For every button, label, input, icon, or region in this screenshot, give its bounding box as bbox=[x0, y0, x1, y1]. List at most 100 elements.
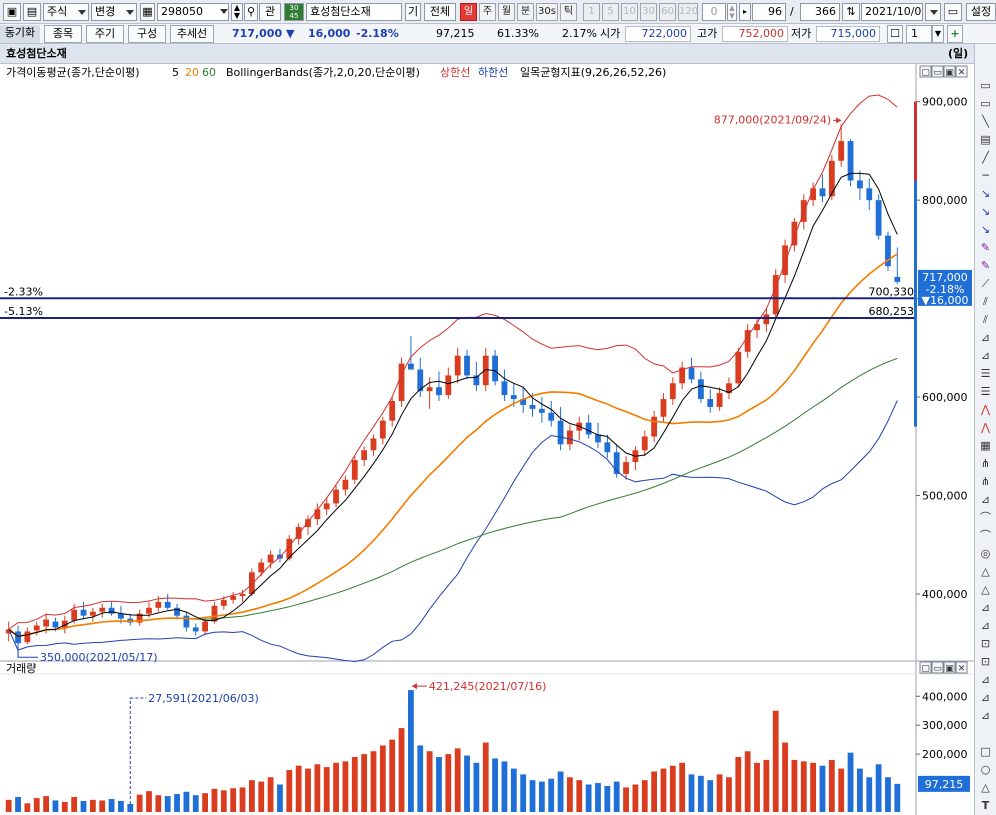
min-1-button[interactable]: 1 bbox=[583, 3, 600, 21]
text-tool-icon[interactable]: T bbox=[981, 799, 990, 812]
path-tool-icon[interactable]: ⊿ bbox=[980, 601, 991, 614]
num-dropdown-icon[interactable]: ▼ bbox=[932, 25, 944, 43]
chart-area[interactable]: 400,000500,000600,000700,000800,000900,0… bbox=[0, 64, 974, 815]
ruler-tool-icon[interactable]: ⟋ bbox=[981, 277, 990, 290]
grid-icon[interactable]: ▦ bbox=[140, 3, 155, 21]
fork-tool-icon[interactable]: ⋔ bbox=[980, 457, 991, 470]
item-button[interactable]: 종목 bbox=[44, 25, 82, 43]
arrow-tool-icon[interactable]: ↘ bbox=[980, 187, 991, 200]
tag-button[interactable]: 관 bbox=[259, 3, 281, 21]
zero-input[interactable]: 0 bbox=[702, 3, 726, 21]
price-badge-value: 717,000 bbox=[922, 271, 968, 284]
level-tool-icon[interactable]: ☰ bbox=[980, 385, 991, 398]
arc-tool-icon[interactable]: ⌒ bbox=[980, 511, 991, 524]
wave-tool-icon[interactable]: ⋀ bbox=[980, 421, 991, 434]
all-button[interactable]: 전체 bbox=[424, 3, 456, 21]
num-select[interactable]: 1 bbox=[906, 25, 932, 43]
rectangle-tool-icon[interactable]: □ bbox=[980, 745, 991, 758]
stock-code-input[interactable]: 298050 bbox=[157, 3, 229, 21]
crosshair-tool-icon[interactable]: ▭ bbox=[980, 97, 991, 110]
window-control-button[interactable] bbox=[931, 661, 944, 674]
add-indicator-icon[interactable]: + bbox=[947, 25, 963, 43]
fork2-tool-icon[interactable]: ⋔ bbox=[980, 475, 991, 488]
parallel-tool-icon[interactable]: ⫽ bbox=[983, 313, 988, 326]
settings-button[interactable]: 설정 bbox=[966, 3, 996, 21]
layout-icon[interactable]: ▣ bbox=[3, 3, 21, 21]
triangle2-tool-icon[interactable]: △ bbox=[981, 583, 990, 596]
total-input[interactable]: 366 bbox=[800, 3, 840, 21]
volume-ratio: 61.33% bbox=[497, 27, 539, 40]
fan3-tool-icon[interactable]: ⊿ bbox=[980, 691, 991, 704]
fan4-tool-icon[interactable]: ⊿ bbox=[980, 709, 991, 722]
channel-tool-icon[interactable]: ⫽ bbox=[983, 295, 988, 308]
zero-stepper-icon[interactable]: ▲ ▼ bbox=[727, 3, 737, 21]
period-week-button[interactable]: 주 bbox=[479, 3, 496, 21]
arrow2-tool-icon[interactable]: ↘ bbox=[980, 205, 991, 218]
zigzag-tool-icon[interactable]: ⋀ bbox=[980, 403, 991, 416]
window-control-button[interactable] bbox=[943, 661, 956, 674]
line-tool-icon[interactable]: ╱ bbox=[982, 151, 989, 164]
window-control-button[interactable] bbox=[919, 65, 932, 78]
triangle-shape-tool-icon[interactable]: △ bbox=[981, 781, 990, 794]
period-minute-button[interactable]: 분 bbox=[517, 3, 534, 21]
hline-tool-icon[interactable]: ─ bbox=[982, 169, 989, 182]
grid-tool-icon[interactable]: ▦ bbox=[980, 439, 991, 452]
change-select[interactable]: 변경 bbox=[91, 3, 137, 21]
price-chart[interactable]: 400,000500,000600,000700,000800,000900,0… bbox=[0, 64, 974, 815]
triangle-tool-icon[interactable]: △ bbox=[981, 565, 990, 578]
period-day-button[interactable]: 일 bbox=[460, 3, 477, 21]
code-dropdown[interactable] bbox=[218, 3, 230, 21]
window-control-button[interactable] bbox=[955, 661, 968, 674]
window-control-button[interactable] bbox=[943, 65, 956, 78]
min-30-button[interactable]: 30 bbox=[640, 3, 657, 21]
chart-tool-icon[interactable]: ⊿ bbox=[980, 673, 991, 686]
window-control-button[interactable] bbox=[919, 661, 932, 674]
path2-tool-icon[interactable]: ⊿ bbox=[980, 619, 991, 632]
fan2-tool-icon[interactable]: ⊿ bbox=[980, 493, 991, 506]
search-icon[interactable]: ⚲ bbox=[244, 3, 258, 21]
spiral-tool-icon[interactable]: ◎ bbox=[980, 547, 991, 560]
period-30s-button[interactable]: 30s bbox=[536, 3, 558, 21]
market-select[interactable]: 주식 bbox=[43, 3, 89, 21]
volume-bar bbox=[894, 783, 901, 812]
cursor-tool-icon[interactable]: ▭ bbox=[980, 79, 991, 92]
arrow3-tool-icon[interactable]: ↘ bbox=[980, 223, 991, 236]
window-control-button[interactable] bbox=[931, 65, 944, 78]
min-60-button[interactable]: 60 bbox=[659, 3, 676, 21]
circle-tool-icon[interactable]: ○ bbox=[980, 763, 991, 776]
period-button[interactable]: 주기 bbox=[86, 25, 124, 43]
period-month-button[interactable]: 월 bbox=[498, 3, 515, 21]
vol-max-annotation: 421,245(2021/07/16) bbox=[429, 680, 546, 693]
min-5-button[interactable]: 5 bbox=[602, 3, 619, 21]
badge-icon[interactable]: 30 45 bbox=[284, 3, 304, 21]
count-input[interactable]: 96 bbox=[752, 3, 786, 21]
volume-bar bbox=[763, 759, 770, 812]
compose-button[interactable]: 구성 bbox=[128, 25, 166, 43]
calendar-icon[interactable]: ▭ bbox=[944, 3, 962, 21]
arc2-tool-icon[interactable]: ⌒ bbox=[980, 529, 991, 542]
sync-button[interactable]: 동기화 bbox=[0, 25, 40, 43]
window-control-button[interactable] bbox=[955, 65, 968, 78]
trendline-tool-icon[interactable]: ╲ bbox=[982, 115, 989, 128]
date-input[interactable]: 2021/10/01 bbox=[861, 3, 923, 21]
refresh-icon[interactable]: ⇅ bbox=[842, 3, 860, 21]
nav-end-icon[interactable]: ▸ bbox=[739, 3, 751, 21]
cycle-tool-icon[interactable]: ☰ bbox=[980, 367, 991, 380]
boxfib-tool-icon[interactable]: ⊡ bbox=[980, 655, 991, 668]
gann-tool-icon[interactable]: ⊿ bbox=[980, 331, 991, 344]
date-dropdown[interactable] bbox=[925, 3, 941, 21]
fib-tool-icon[interactable]: ▤ bbox=[980, 133, 991, 146]
box-tool-icon[interactable]: ⊡ bbox=[980, 637, 991, 650]
period-tick-button[interactable]: 틱 bbox=[560, 3, 577, 21]
stepper-icon[interactable]: ▲ ▼ bbox=[231, 3, 243, 21]
gi-button[interactable]: 기 bbox=[405, 3, 421, 21]
pen2-tool-icon[interactable]: ✎ bbox=[980, 259, 991, 272]
fan-tool-icon[interactable]: ⊿ bbox=[980, 349, 991, 362]
min-120-button[interactable]: 120 bbox=[678, 3, 698, 21]
save-icon[interactable]: ▤ bbox=[23, 3, 41, 21]
stock-name-field[interactable]: 효성첨단소재 bbox=[306, 3, 402, 21]
min-10-button[interactable]: 10 bbox=[621, 3, 638, 21]
box-icon[interactable]: ☐ bbox=[887, 25, 903, 43]
trendline-button[interactable]: 추세선 bbox=[170, 25, 214, 43]
pen-tool-icon[interactable]: ✎ bbox=[980, 241, 991, 254]
